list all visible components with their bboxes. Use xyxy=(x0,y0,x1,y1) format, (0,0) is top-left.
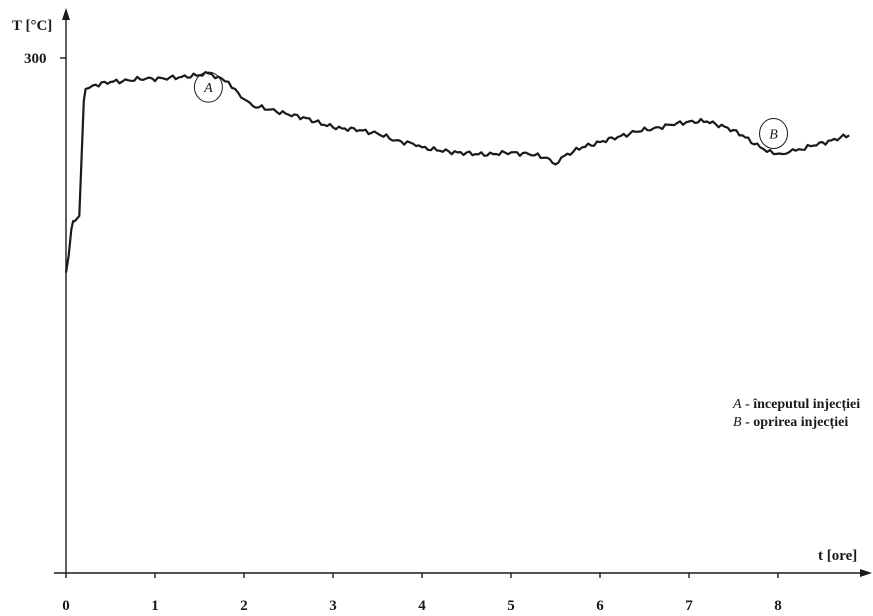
x-tick-label: 6 xyxy=(596,598,604,614)
x-ticks: 0 1 2 3 4 5 6 7 8 xyxy=(62,573,782,614)
legend-text-b: - oprirea injecției xyxy=(742,415,849,430)
y-ticks: 300 xyxy=(24,51,66,67)
x-tick-label: 4 xyxy=(418,598,426,614)
x-tick-label: 5 xyxy=(507,598,515,614)
legend-key-b: B xyxy=(733,415,742,430)
axes xyxy=(54,8,872,577)
legend-entry-a: A - începutul injecției xyxy=(732,397,860,412)
x-tick-label: 3 xyxy=(329,598,337,614)
temperature-series-line xyxy=(64,71,850,273)
x-tick-label: 0 xyxy=(62,598,70,614)
y-axis-label: T [°C] xyxy=(12,18,52,34)
x-axis-arrow xyxy=(860,569,872,577)
y-tick-label: 300 xyxy=(24,51,47,67)
annotations: AB xyxy=(193,71,789,150)
x-tick-label: 7 xyxy=(685,598,693,614)
legend-entry-b: B - oprirea injecției xyxy=(733,415,848,430)
annotation-label: B xyxy=(769,128,778,143)
x-tick-label: 1 xyxy=(151,598,159,614)
legend: A - începutul injecției B - oprirea inje… xyxy=(732,397,860,430)
annotation-label: A xyxy=(203,81,213,96)
y-axis-arrow xyxy=(62,8,70,20)
legend-key-a: A xyxy=(732,397,742,412)
x-tick-label: 8 xyxy=(774,598,782,614)
legend-text-a: - începutul injecției xyxy=(742,397,861,412)
x-axis-label: t [ore] xyxy=(818,548,857,564)
annotation-circle xyxy=(759,118,789,150)
annotation-circle xyxy=(193,71,223,103)
x-tick-label: 2 xyxy=(240,598,248,614)
